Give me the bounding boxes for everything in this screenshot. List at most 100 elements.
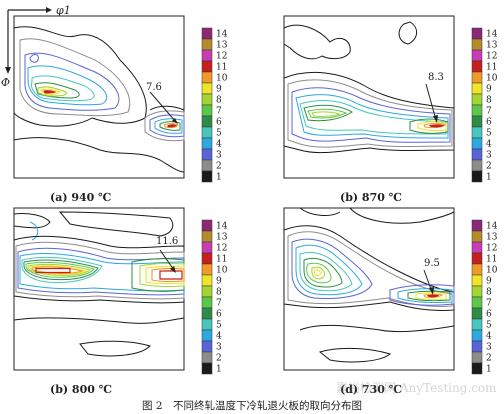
colorbar-swatch-6 [201,307,213,320]
colorbar-tick-label: 6 [216,118,222,128]
colorbar-tick-label: 7 [216,107,222,117]
panel-label: (a) 940 ℃ [50,191,111,204]
panel-label: (d) 730 ℃ [340,383,402,396]
colorbar-tick-label: 3 [216,151,222,161]
colorbar-swatch-11 [201,252,213,265]
colorbar-tick-label: 8 [486,96,492,106]
colorbar-swatch-9 [201,274,213,287]
annotation-value: 8.3 [428,72,444,83]
axis-Phi-label: Φ [1,76,10,89]
colorbar-swatch-13 [201,38,213,51]
colorbar-tick-label: 4 [216,332,222,342]
colorbar-swatch-5 [471,126,483,139]
colorbar-swatch-12 [471,241,483,254]
plot-frame [13,207,185,371]
colorbar-tick-label: 10 [216,266,228,276]
colorbar-swatch-9 [471,82,483,95]
colorbar-tick-label: 12 [486,52,497,62]
colorbar-tick-label: 12 [216,52,227,62]
contour-map [283,207,455,363]
colorbar-swatch-2 [471,159,483,172]
colorbar-swatch-3 [201,148,213,161]
colorbar-tick-label: 9 [216,277,222,287]
colorbar-swatch-14 [471,27,483,40]
panel-label: (b) 800 ℃ [50,383,112,396]
colorbar-swatch-2 [201,351,213,364]
colorbar-tick-label: 5 [486,321,492,331]
colorbar-swatch-4 [471,329,483,342]
colorbar-tick-label: 10 [486,266,498,276]
watermark-text: 嘉峪检测网 AnyTesting.com [336,380,497,395]
colorbar-tick-label: 14 [216,30,228,40]
annotation-value: 9.5 [424,258,440,269]
colorbar-tick-label: 7 [486,299,492,309]
colorbar-swatch-4 [471,137,483,150]
axis-indicators: φ1 Φ [1,4,71,89]
colorbar-tick-label: 9 [486,277,492,287]
colorbar-tick-label: 3 [486,343,492,353]
colorbar-swatch-6 [471,115,483,128]
colorbar-tick-label: 13 [216,233,228,243]
colorbar-tick-label: 2 [216,162,222,172]
colorbar-swatch-8 [201,93,213,106]
annotation-arrow [159,249,175,271]
colorbar-swatch-4 [201,329,213,342]
annotation-arrow [425,83,437,121]
colorbar-tick-label: 4 [486,332,492,342]
colorbar-tick-label: 7 [486,107,492,117]
colorbar-tick-label: 13 [216,41,228,51]
colorbar-tick-label: 14 [216,222,228,232]
colorbar-swatch-6 [201,115,213,128]
colorbar-swatch-7 [201,104,213,117]
colorbar-tick-label: 11 [486,63,497,73]
colorbar-swatch-10 [471,71,483,84]
figure-caption: 图 2 不同终轧温度下冷轧退火板的取向分布图 [142,399,362,412]
colorbar-swatch-7 [201,296,213,309]
colorbar-swatch-1 [471,362,483,375]
colorbar-tick-label: 14 [486,222,498,232]
colorbar-swatch-12 [201,49,213,62]
colorbar-swatch-14 [201,219,213,232]
colorbar-tick-label: 2 [216,354,222,364]
watermark: 嘉峪检测网 AnyTesting.com [336,380,497,395]
colorbar-swatch-5 [201,318,213,331]
colorbar-swatch-6 [471,307,483,320]
colorbar-tick-label: 13 [486,41,498,51]
colorbar-swatch-11 [201,60,213,73]
colorbar-tick-label: 1 [486,365,492,375]
colorbar-tick-label: 8 [216,96,222,106]
colorbar-swatch-4 [201,137,213,150]
colorbar-swatch-2 [201,159,213,172]
colorbar-swatch-8 [471,285,483,298]
colorbar-tick-label: 11 [216,255,227,265]
colorbar-tick-label: 8 [486,288,492,298]
colorbar-tick-label: 7 [216,299,222,309]
colorbar-tick-label: 5 [216,321,222,331]
colorbar-tick-label: 8 [216,288,222,298]
colorbar-swatch-2 [471,351,483,364]
colorbar-swatch-10 [471,263,483,276]
colorbar-swatch-14 [201,27,213,40]
colorbar-swatch-13 [201,230,213,243]
colorbar-swatch-13 [471,230,483,243]
colorbar-swatch-5 [471,318,483,331]
colorbar-swatch-3 [201,340,213,353]
colorbar-tick-label: 6 [486,118,492,128]
axis-phi1-label: φ1 [56,4,71,17]
colorbar-tick-label: 2 [486,162,492,172]
colorbar-swatch-10 [201,263,213,276]
colorbar-swatch-1 [471,170,483,183]
colorbar-tick-label: 6 [216,310,222,320]
colorbar-swatch-8 [471,93,483,106]
colorbar-swatch-14 [471,219,483,232]
colorbar-tick-label: 12 [486,244,497,254]
colorbar-swatch-11 [471,60,483,73]
contour-map [13,211,185,357]
annotation-value: 11.6 [156,236,178,247]
colorbar-tick-label: 11 [216,63,227,73]
colorbar-tick-label: 1 [216,173,222,183]
